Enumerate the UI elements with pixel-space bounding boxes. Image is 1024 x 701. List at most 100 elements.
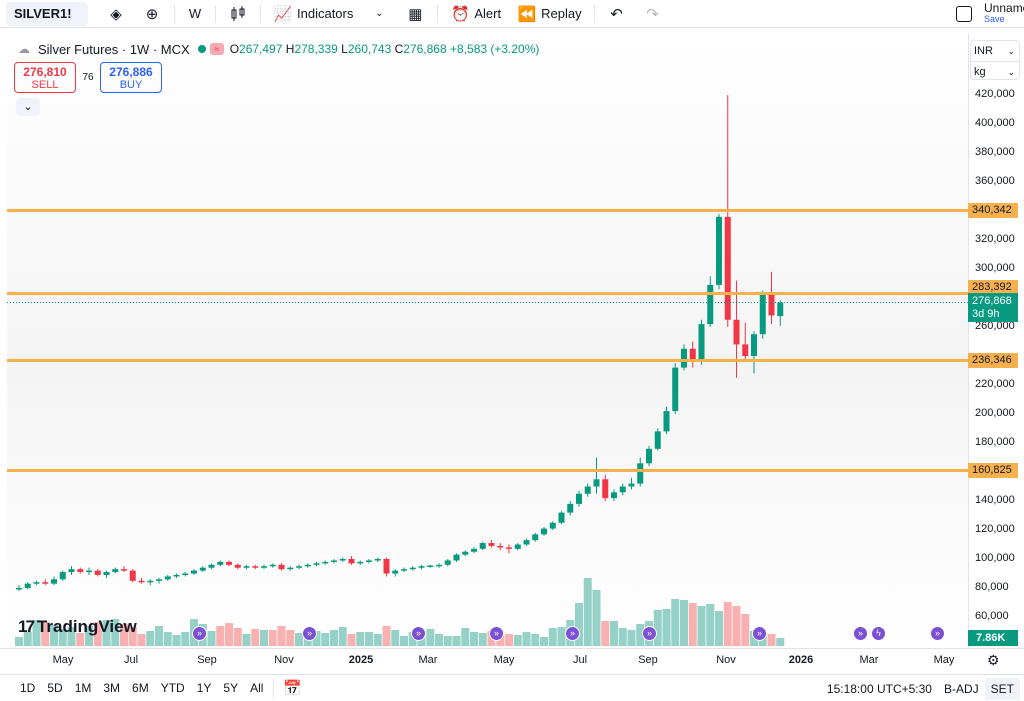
add-symbol-button[interactable]: ⊕ — [134, 0, 170, 28]
session-toggle[interactable]: SET — [984, 677, 1020, 700]
replay-button[interactable]: ⏪ Replay — [509, 0, 589, 28]
time-axis-label: Sep — [197, 654, 217, 666]
level-line-2[interactable] — [7, 292, 968, 295]
level-line-3[interactable] — [7, 359, 968, 362]
candle-body — [418, 566, 425, 568]
candle-body — [33, 582, 40, 584]
range-1d-button[interactable]: 1D — [20, 681, 36, 695]
compare-symbol-button[interactable]: ◈ — [98, 0, 134, 28]
chart-type-button[interactable] — [220, 0, 256, 28]
time-axis[interactable]: May Jul Sep Nov 2025 Mar May Jul Sep Nov 2026 Mar Ma… — [0, 648, 1024, 670]
clock-timezone[interactable]: 15:18:00 UTC+5:30 — [826, 681, 932, 696]
range-3m-button[interactable]: 3M — [103, 681, 121, 695]
currency-select[interactable]: INR ⌄ — [971, 41, 1019, 61]
save-link[interactable]: Save — [984, 14, 1005, 24]
candle-body — [208, 564, 215, 568]
high-value: 278,339 — [294, 42, 338, 56]
volume-bar — [312, 631, 321, 646]
event-marker-icon[interactable]: » — [565, 626, 580, 641]
volume-bar — [163, 632, 172, 646]
time-axis-label: May — [52, 654, 74, 666]
volume-bar — [452, 636, 461, 646]
event-marker-icon[interactable]: » — [489, 626, 504, 641]
level-line-4[interactable] — [7, 469, 968, 472]
volume-bar — [540, 637, 548, 646]
divider — [215, 4, 216, 23]
price-tick-label: 300,000 — [975, 262, 1015, 274]
range-1m-button[interactable]: 1M — [74, 681, 92, 695]
alert-button[interactable]: ⏰ Alert — [442, 0, 509, 28]
sell-button[interactable]: 276,810 SELL — [14, 62, 76, 93]
undo-button[interactable]: ↶ — [599, 0, 635, 28]
time-axis-label: 2026 — [788, 654, 814, 666]
price-scale[interactable] — [968, 34, 1024, 648]
interval-button[interactable]: W — [188, 6, 202, 21]
close-value: 276,868 — [403, 42, 447, 56]
candle-body — [628, 483, 635, 487]
range-1y-button[interactable]: 1Y — [196, 681, 212, 695]
volume-bar — [776, 638, 785, 646]
indicators-dropdown[interactable]: ⌄ — [361, 0, 397, 28]
event-marker-icon[interactable]: » — [411, 626, 426, 641]
candle-body — [611, 492, 617, 499]
lightning-event-icon[interactable]: ϟ — [871, 626, 886, 641]
range-ytd-button[interactable]: YTD — [160, 681, 185, 695]
calendar-icon[interactable]: 📅 — [283, 680, 302, 697]
volume-bar — [688, 603, 697, 646]
candlestick-icon — [228, 4, 248, 24]
level-tag-1[interactable]: 340,342 — [968, 203, 1018, 218]
candle-body — [86, 570, 92, 573]
alarm-clock-icon: ⏰ — [451, 5, 470, 23]
gear-icon[interactable]: ⚙ — [987, 652, 1000, 668]
level-tag-4[interactable]: 160,825 — [968, 463, 1018, 478]
volume-bar — [505, 634, 513, 646]
indicators-label: Indicators — [297, 6, 354, 21]
level-tag-2[interactable]: 283,392 — [968, 280, 1018, 295]
range-5y-button[interactable]: 5Y — [223, 681, 239, 695]
symbol-search-button[interactable]: SILVER1! — [6, 1, 88, 26]
indicators-button[interactable]: 📈 Indicators — [265, 0, 361, 28]
redo-button[interactable]: ↷ — [635, 0, 671, 28]
event-marker-icon[interactable]: » — [192, 626, 207, 641]
candle-body — [759, 293, 766, 335]
adjustment-toggle[interactable]: B-ADJ — [943, 681, 979, 696]
unit-select[interactable]: kg ⌄ — [971, 61, 1019, 81]
rewind-icon: ⏪ — [517, 5, 537, 23]
volume-bar — [513, 635, 522, 646]
spread-value: 76 — [82, 72, 94, 83]
buy-button[interactable]: 276,886 BUY — [100, 62, 162, 93]
layouts-button[interactable]: ▦ — [397, 0, 433, 28]
layout-name-area[interactable]: Unnamed Save — [956, 0, 1024, 28]
collapse-legend-button[interactable]: ⌄ — [16, 98, 40, 116]
candle-body — [558, 512, 565, 523]
chart-pane[interactable] — [7, 34, 968, 648]
event-marker-icon[interactable]: » — [642, 626, 657, 641]
price-tick-label: 320,000 — [975, 233, 1015, 245]
range-6m-button[interactable]: 6M — [132, 681, 149, 695]
volume-bar — [653, 610, 662, 646]
volume-bar — [15, 637, 23, 646]
open-value: 267,497 — [239, 42, 283, 56]
level-line-1[interactable] — [7, 209, 968, 212]
level-tag-3[interactable]: 236,346 — [968, 353, 1018, 368]
event-marker-icon[interactable]: » — [930, 626, 945, 641]
event-marker-icon[interactable]: » — [302, 626, 317, 641]
date-range-buttons: 1D 5D 1M 3M 6M YTD 1Y 5Y All — [0, 681, 269, 695]
candle-body — [191, 570, 197, 574]
range-5d-button[interactable]: 5D — [47, 681, 63, 695]
range-all-button[interactable]: All — [250, 681, 264, 695]
event-marker-icon[interactable]: » — [853, 626, 868, 641]
delayed-data-badge[interactable]: ≈ — [209, 43, 224, 55]
top-toolbar: SILVER1! ◈ ⊕ W 📈 Indicators ⌄ ▦ ⏰ Alert … — [0, 0, 1024, 28]
candle-body — [549, 522, 556, 529]
volume-bar — [181, 632, 190, 646]
candle-body — [42, 582, 49, 584]
candle-body — [453, 554, 460, 561]
volume-bar — [697, 606, 706, 646]
volume-bar — [32, 620, 41, 646]
candle-body — [646, 448, 652, 464]
event-marker-icon[interactable]: » — [752, 626, 767, 641]
currency-unit-selector[interactable]: INR ⌄ kg ⌄ — [970, 40, 1020, 80]
tradingview-logo[interactable]: 17 TradingView — [18, 617, 137, 637]
time-axis-label: Sep — [638, 654, 658, 666]
